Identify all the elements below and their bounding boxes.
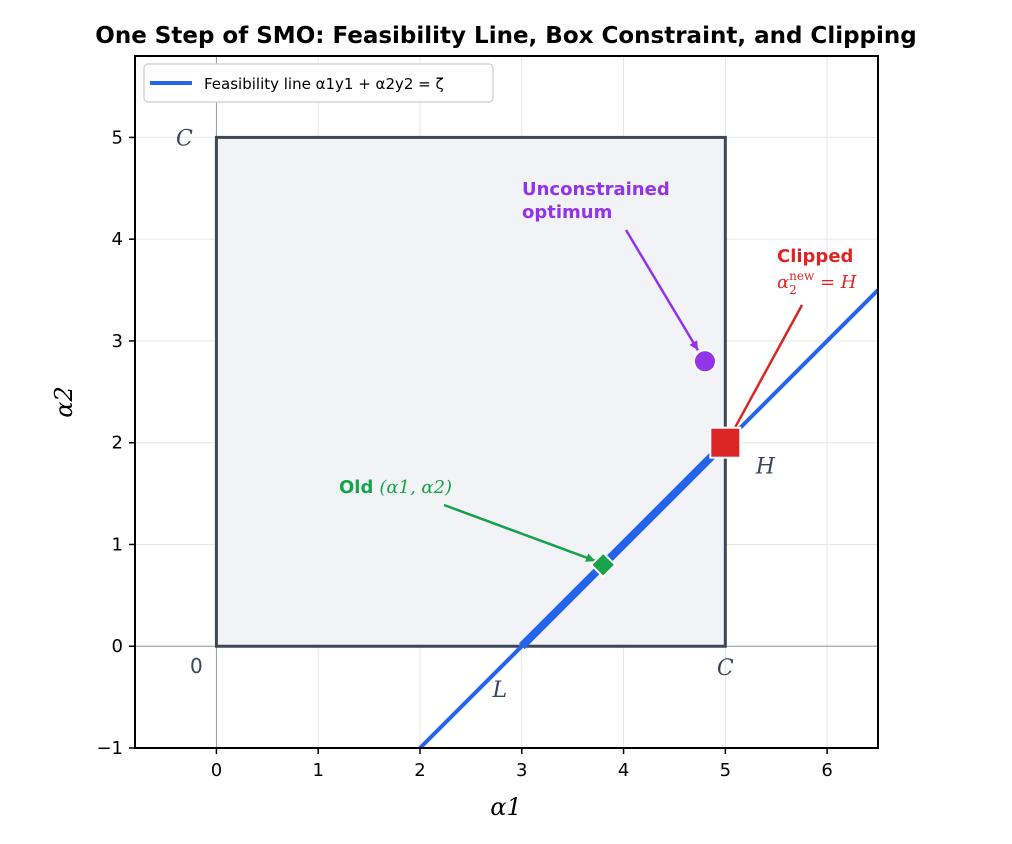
annotation-old: Old (α1, α2): [339, 477, 452, 498]
y-tick-label: 4: [112, 229, 123, 250]
y-tick-label: 5: [112, 127, 123, 148]
points: [589, 349, 742, 579]
annotation-unconstrained-line1: Unconstrained: [522, 179, 670, 200]
legend-box: [143, 63, 494, 103]
y-axis-label: α2: [50, 386, 78, 417]
x-tick-label: 3: [516, 760, 527, 781]
legend-entry: Feasibility line α1y1 + α2y2 = ζ: [204, 75, 444, 93]
x-tick-label: 1: [312, 760, 323, 781]
annotation-clipped-math-sup: new: [789, 269, 815, 283]
y-tick-label: 0: [112, 636, 123, 657]
annotation-old-bold: Old: [339, 477, 373, 498]
point-old: [589, 551, 617, 579]
annotation-clipped-math-rest: = H: [814, 272, 857, 293]
x-tick-label: 4: [618, 760, 629, 781]
x-axis-label: α1: [490, 793, 521, 821]
feasibility-segment-in-box: [518, 439, 729, 650]
y-tick-label: 1: [112, 534, 123, 555]
y-tick-label: 2: [112, 433, 123, 454]
arrow-clipped: [732, 304, 804, 432]
arrow-unconstrained-head: [689, 340, 698, 351]
point-unconstrained: [692, 349, 717, 374]
annotation-clipped-line1: Clipped: [777, 246, 853, 267]
x-tick-label: 0: [211, 760, 222, 781]
y-tick-label: −1: [96, 738, 123, 759]
annotation-clipped-math-sub: 2: [789, 283, 797, 297]
chart-title: One Step of SMO: Feasibility Line, Box C…: [95, 23, 916, 49]
box-label-c-right: C: [717, 656, 734, 681]
annotation-clipped-math-base: α: [777, 272, 789, 293]
box-label-origin: 0: [190, 654, 203, 678]
x-tick-label: 2: [414, 760, 425, 781]
bound-label-h: H: [755, 455, 776, 480]
legend: Feasibility line α1y1 + α2y2 = ζ: [143, 63, 494, 103]
annotation-unconstrained-line2: optimum: [522, 202, 612, 223]
x-ticks: 0 1 2 3 4 5 6: [211, 748, 833, 781]
annotation-clipped-math: αnew 2 = H: [777, 269, 857, 297]
point-clipped: [709, 426, 742, 459]
bound-label-l: L: [491, 678, 507, 703]
annotation-arrows: [443, 229, 804, 562]
x-tick-label: 5: [720, 760, 731, 781]
box-label-c-top: C: [176, 126, 193, 151]
arrow-unconstrained: [624, 229, 700, 351]
arrow-old: [443, 503, 596, 562]
box-constraint: [214, 135, 727, 648]
y-ticks: −1 0 1 2 3 4 5: [96, 127, 135, 759]
y-tick-label: 3: [112, 331, 123, 352]
axes-frame: [134, 55, 879, 749]
x-tick-label: 6: [821, 760, 832, 781]
arrow-old-head: [585, 553, 596, 562]
annotation-old-math: (α1, α2): [379, 477, 452, 498]
